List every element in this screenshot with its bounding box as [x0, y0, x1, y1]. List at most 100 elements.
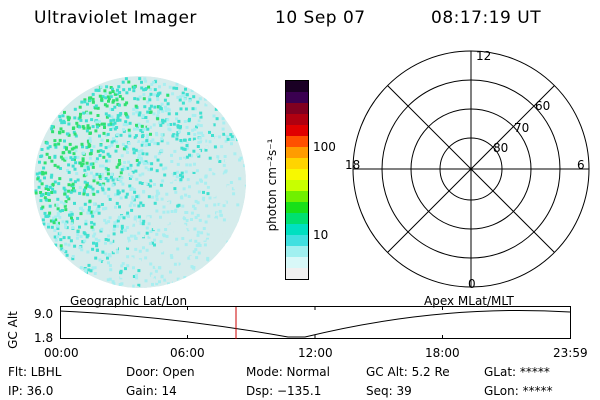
uv-pixel [78, 125, 82, 129]
uv-pixel [166, 221, 170, 225]
uv-pixel [142, 127, 146, 131]
uv-pixel [112, 228, 116, 232]
uv-pixel [104, 133, 108, 137]
uv-pixel [165, 205, 169, 209]
uv-pixel [77, 256, 81, 260]
uv-pixel [71, 255, 75, 258]
uv-pixel [165, 277, 169, 281]
uv-pixel [144, 116, 148, 119]
uv-pixel [171, 216, 175, 219]
uv-pixel [211, 194, 215, 198]
uv-pixel [81, 159, 85, 162]
uv-pixel [206, 239, 210, 243]
uv-pixel [168, 274, 172, 278]
uv-pixel [129, 163, 133, 167]
uv-pixel [106, 229, 110, 233]
uv-pixel [100, 122, 104, 126]
uv-pixel [137, 194, 140, 198]
uv-pixel [126, 244, 130, 248]
uv-pixel [190, 269, 194, 273]
uv-pixel [157, 253, 160, 257]
uv-pixel [207, 183, 211, 186]
uv-pixel [107, 159, 111, 163]
colorbar-segment [286, 169, 308, 180]
uv-pixel [48, 204, 52, 208]
uv-pixel [167, 240, 171, 244]
uv-pixel [62, 249, 66, 253]
uv-pixel [98, 94, 102, 98]
uv-pixel [67, 118, 71, 122]
uv-pixel [75, 236, 79, 240]
uv-pixel [192, 168, 196, 172]
mlt-label-12: 12 [476, 50, 491, 63]
uv-pixel [185, 93, 189, 97]
uv-pixel [89, 111, 93, 115]
uv-pixel [126, 264, 130, 268]
uv-pixel [237, 153, 241, 157]
uv-pixel [133, 220, 137, 224]
uv-pixel [155, 133, 159, 137]
uv-pixel [149, 272, 153, 276]
uv-pixel [241, 184, 245, 188]
uv-pixel [67, 183, 71, 187]
uv-pixel [165, 183, 168, 187]
uv-pixel [104, 252, 108, 256]
uv-pixel [111, 100, 115, 104]
uv-pixel [88, 152, 92, 156]
uv-pixel [189, 157, 193, 161]
uv-pixel [47, 193, 51, 196]
uv-pixel [116, 116, 120, 120]
uv-pixel [192, 250, 196, 254]
uv-pixel [146, 270, 150, 274]
uv-pixel [208, 140, 212, 144]
uv-pixel [131, 284, 135, 288]
uv-pixel [119, 269, 123, 273]
uv-pixel [89, 259, 93, 263]
uv-pixel [146, 161, 150, 165]
uv-pixel [60, 121, 64, 125]
uv-pixel [138, 173, 142, 177]
uv-pixel [81, 145, 84, 149]
uv-pixel [130, 257, 134, 261]
uv-pixel [73, 107, 77, 111]
uv-pixel [126, 285, 130, 288]
uv-pixel [116, 144, 120, 148]
uv-pixel [141, 140, 145, 144]
uv-pixel [188, 163, 192, 167]
uv-pixel [62, 202, 66, 206]
uv-pixel [101, 250, 105, 254]
uv-pixel [233, 178, 237, 182]
uv-pixel [199, 111, 203, 115]
uv-pixel [70, 216, 73, 220]
uv-pixel [128, 121, 132, 125]
uv-pixel [226, 215, 230, 219]
uv-pixel [183, 135, 187, 138]
uv-pixel [100, 198, 104, 202]
uv-pixel [233, 152, 237, 156]
uv-pixel [197, 251, 201, 255]
uv-pixel [219, 232, 223, 236]
status-door: Door: Open [126, 365, 195, 379]
uv-pixel [122, 88, 126, 92]
uv-pixel [195, 256, 199, 260]
uv-pixel [185, 163, 189, 167]
uv-pixel [185, 125, 189, 129]
uv-pixel [127, 128, 131, 132]
uv-pixel [146, 100, 150, 104]
uv-pixel [215, 136, 218, 140]
uv-pixel [93, 266, 97, 270]
uv-pixel [95, 172, 99, 176]
uv-pixel [147, 168, 151, 172]
uv-pixel [148, 242, 152, 246]
uv-pixel [187, 119, 191, 123]
uv-pixel [107, 123, 111, 127]
uv-pixel [170, 256, 174, 259]
uv-pixel [197, 149, 201, 153]
uv-pixel [116, 270, 119, 274]
uv-pixel [237, 206, 241, 210]
uv-pixel [197, 202, 201, 206]
status-glat: GLat: ***** [484, 365, 550, 379]
uv-pixel [175, 117, 179, 121]
uv-pixel [142, 190, 146, 194]
uv-pixel [169, 174, 173, 178]
